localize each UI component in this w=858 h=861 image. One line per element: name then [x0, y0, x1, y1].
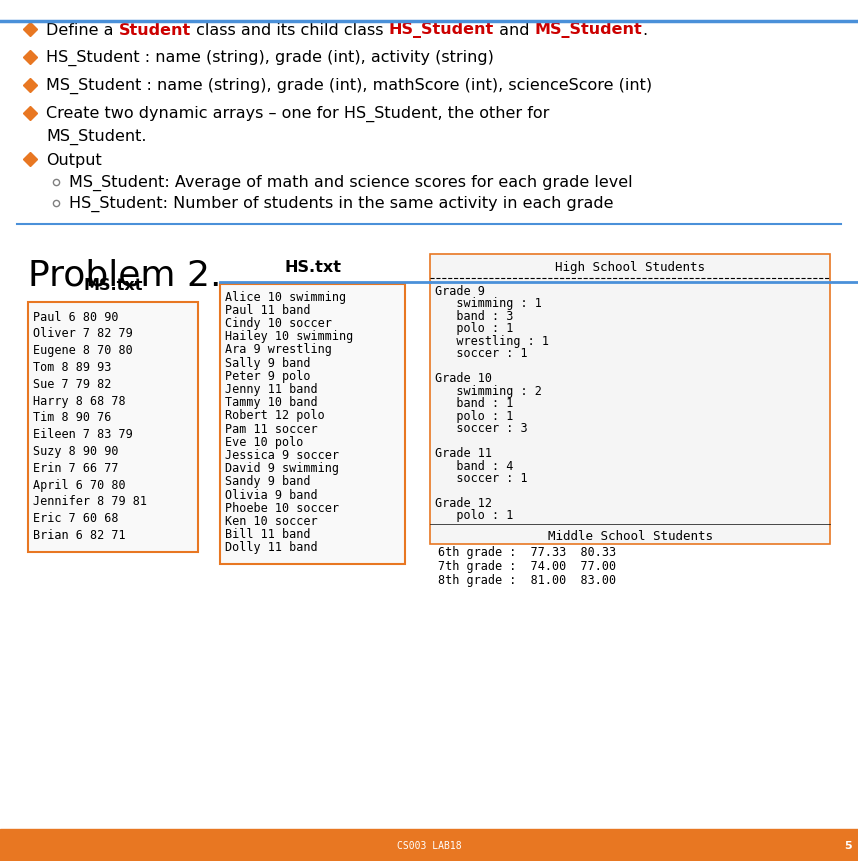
Text: Eve 10 polo: Eve 10 polo: [225, 435, 304, 449]
Text: CS003 LAB18: CS003 LAB18: [396, 840, 462, 850]
Text: Sandy 9 band: Sandy 9 band: [225, 474, 311, 487]
Text: High School Students: High School Students: [555, 260, 705, 273]
Text: Middle School Students: Middle School Students: [547, 530, 712, 542]
Text: Eric 7 60 68: Eric 7 60 68: [33, 511, 118, 524]
Text: MS.txt: MS.txt: [83, 277, 142, 292]
Text: wrestling : 1: wrestling : 1: [435, 334, 549, 347]
Text: Jenny 11 band: Jenny 11 band: [225, 382, 317, 395]
Text: Peter 9 polo: Peter 9 polo: [225, 369, 311, 382]
Text: Oliver 7 82 79: Oliver 7 82 79: [33, 327, 133, 340]
Text: HS_Student : name (string), grade (int), activity (string): HS_Student : name (string), grade (int),…: [46, 50, 494, 66]
Text: and: and: [493, 22, 535, 38]
Text: MS_Student: Average of math and science scores for each grade level: MS_Student: Average of math and science …: [69, 175, 632, 191]
Text: .: .: [642, 22, 647, 38]
Text: MS_Student.: MS_Student.: [46, 129, 147, 145]
Text: Sally 9 band: Sally 9 band: [225, 356, 311, 369]
Text: Output: Output: [46, 152, 102, 167]
Text: Phoebe 10 soccer: Phoebe 10 soccer: [225, 501, 339, 514]
Text: Grade 11: Grade 11: [435, 447, 492, 460]
Text: band : 3: band : 3: [435, 309, 513, 322]
Text: Alice 10 swimming: Alice 10 swimming: [225, 290, 346, 303]
Text: Eileen 7 83 79: Eileen 7 83 79: [33, 428, 133, 441]
Text: Bill 11 band: Bill 11 band: [225, 528, 311, 541]
Text: Problem 2.: Problem 2.: [28, 257, 221, 292]
Text: Paul 6 80 90: Paul 6 80 90: [33, 310, 118, 323]
Text: HS.txt: HS.txt: [284, 259, 341, 274]
Bar: [0, 829, 858, 861]
Text: Tim 8 90 76: Tim 8 90 76: [33, 411, 112, 424]
Text: Dolly 11 band: Dolly 11 band: [225, 541, 317, 554]
Text: polo : 1: polo : 1: [435, 322, 513, 335]
Text: Grade 9: Grade 9: [435, 284, 485, 297]
Text: soccer : 3: soccer : 3: [435, 422, 528, 435]
Text: MS_Student : name (string), grade (int), mathScore (int), scienceScore (int): MS_Student : name (string), grade (int),…: [46, 77, 652, 94]
Text: Pam 11 soccer: Pam 11 soccer: [225, 422, 317, 435]
Text: polo : 1: polo : 1: [435, 409, 513, 422]
Text: Sue 7 79 82: Sue 7 79 82: [33, 377, 112, 390]
Text: Tom 8 89 93: Tom 8 89 93: [33, 361, 112, 374]
Text: Suzy 8 90 90: Suzy 8 90 90: [33, 444, 118, 457]
Text: Robert 12 polo: Robert 12 polo: [225, 409, 324, 422]
Text: Create two dynamic arrays – one for HS_Student, the other for: Create two dynamic arrays – one for HS_S…: [46, 106, 549, 122]
Text: Jennifer 8 79 81: Jennifer 8 79 81: [33, 495, 147, 508]
Text: 7th grade :  74.00  77.00: 7th grade : 74.00 77.00: [438, 560, 616, 573]
Text: swimming : 2: swimming : 2: [435, 384, 542, 397]
Text: Student: Student: [118, 22, 190, 38]
Text: polo : 1: polo : 1: [435, 509, 513, 522]
Text: class and its child class: class and its child class: [190, 22, 389, 38]
FancyBboxPatch shape: [220, 285, 405, 564]
Text: Ara 9 wrestling: Ara 9 wrestling: [225, 343, 332, 356]
Text: 5: 5: [844, 840, 852, 850]
Text: HS_Student: Number of students in the same activity in each grade: HS_Student: Number of students in the sa…: [69, 195, 613, 212]
Text: band : 1: band : 1: [435, 397, 513, 410]
FancyBboxPatch shape: [430, 255, 830, 544]
Text: Paul 11 band: Paul 11 band: [225, 303, 311, 316]
Text: MS_Student: MS_Student: [535, 22, 642, 38]
Text: Jessica 9 soccer: Jessica 9 soccer: [225, 449, 339, 461]
FancyBboxPatch shape: [28, 303, 198, 553]
Text: Ken 10 soccer: Ken 10 soccer: [225, 514, 317, 527]
Text: Cindy 10 soccer: Cindy 10 soccer: [225, 317, 332, 330]
Text: 6th grade :  77.33  80.33: 6th grade : 77.33 80.33: [438, 545, 616, 558]
Text: Harry 8 68 78: Harry 8 68 78: [33, 394, 125, 407]
Text: Tammy 10 band: Tammy 10 band: [225, 396, 317, 409]
Text: Erin 7 66 77: Erin 7 66 77: [33, 461, 118, 474]
Text: Hailey 10 swimming: Hailey 10 swimming: [225, 330, 353, 343]
Text: soccer : 1: soccer : 1: [435, 472, 528, 485]
Text: band : 4: band : 4: [435, 459, 513, 472]
Text: Define a: Define a: [46, 22, 118, 38]
Text: HS_Student: HS_Student: [389, 22, 493, 38]
Text: David 9 swimming: David 9 swimming: [225, 461, 339, 474]
Text: Eugene 8 70 80: Eugene 8 70 80: [33, 344, 133, 356]
Text: Grade 12: Grade 12: [435, 497, 492, 510]
Text: soccer : 1: soccer : 1: [435, 347, 528, 360]
Text: swimming : 1: swimming : 1: [435, 297, 542, 310]
Text: April 6 70 80: April 6 70 80: [33, 478, 125, 491]
Text: Grade 10: Grade 10: [435, 372, 492, 385]
Text: 8th grade :  81.00  83.00: 8th grade : 81.00 83.00: [438, 573, 616, 586]
Text: Olivia 9 band: Olivia 9 band: [225, 488, 317, 501]
Text: Brian 6 82 71: Brian 6 82 71: [33, 529, 125, 542]
